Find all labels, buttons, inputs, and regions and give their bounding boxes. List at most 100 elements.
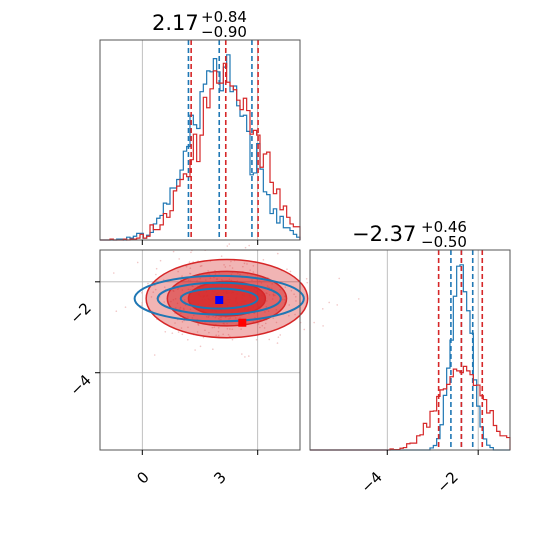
sample-point [252,271,255,273]
sample-point [338,277,340,280]
sample-point [229,335,231,338]
x-tick-labels-param-1: 0 3 [133,468,229,487]
sample-point [159,259,162,262]
joint-panel [95,243,360,455]
sample-point [189,272,191,275]
sample-point [163,286,166,288]
sample-point [189,267,192,269]
sample-point [181,275,183,277]
sample-point [257,323,260,325]
contour-a-0 [133,274,305,323]
sample-point [357,298,360,300]
sample-point [217,334,220,337]
sample-point [212,348,214,350]
sample-point [272,317,275,319]
contour-a-2 [179,287,259,310]
contour-a-1 [156,281,282,316]
sample-point [152,291,155,293]
sample-point [140,304,143,307]
sample-point [264,322,267,325]
sample-point [155,273,157,276]
sample-point [255,338,258,341]
sample-point [163,301,166,303]
sample-point [230,260,232,263]
sample-point [147,282,149,285]
sample-point [321,308,324,310]
sample-point [336,304,339,306]
sample-point [228,243,231,245]
sample-point [153,354,156,356]
sample-point [177,331,180,333]
title-param-1: 2.17 +0.84 −0.90 [152,8,247,41]
sample-point [244,246,247,249]
x-tick-label-p2-0: −4 [357,468,385,496]
sample-point [229,328,231,330]
sample-point [180,327,183,329]
sample-point [181,333,184,336]
sample-point [164,331,167,333]
sample-point [220,255,223,257]
sample-point [289,270,292,273]
marginal-panel-param-1 [99,39,301,245]
sample-point [199,345,202,348]
sample-point [246,263,248,265]
sample-point [262,259,265,261]
x-tick-label-p2-1: −2 [433,468,461,496]
sample-point [286,268,288,270]
sample-point [248,355,250,357]
sample-point [136,261,139,264]
sample-point [199,265,202,268]
sample-point [229,264,231,267]
p00-frame [99,39,301,241]
sample-point [190,251,192,254]
contour-b-2 [187,280,267,317]
sample-point [186,339,189,341]
sample-point [294,313,296,316]
sample-point [150,296,153,298]
sample-point [226,327,229,330]
sample-point [290,289,293,292]
p00-hist-series-0 [100,54,301,241]
sample-point [231,267,234,269]
sample-point [204,329,206,332]
x-tick-labels-param-2: −4 −2 [357,468,461,496]
sample-point [217,330,220,333]
p11-frame [309,249,511,451]
x-tick-label-0: 0 [133,468,152,487]
sample-point [242,265,244,268]
marker-1 [238,318,247,327]
sample-point [226,245,229,247]
sample-point [295,300,297,302]
sample-point [124,306,127,308]
sample-point [112,272,115,274]
sample-point [263,327,266,329]
sample-point [223,264,225,266]
sample-point [288,304,290,306]
sample-point [185,265,188,268]
sample-point [249,269,251,271]
y-tick-labels-param-2: −2 −4 [66,299,94,399]
sample-point [284,286,287,289]
title-param-2: −2.37 +0.46 −0.50 [352,218,467,251]
sample-point [243,262,246,265]
sample-point [197,323,199,326]
sample-point [177,270,179,273]
sample-point [174,322,176,324]
p11-hist-series-0 [310,264,510,451]
sample-point [214,269,216,272]
sample-point [196,331,199,333]
p10-frame [99,249,301,451]
x-tick-label-1: 3 [210,468,229,487]
title-param-1-upper: +0.84 [201,8,247,26]
sample-point [241,353,243,355]
sample-point [244,356,246,358]
sample-point [328,301,330,304]
sample-point [141,291,143,294]
sample-point [187,326,189,329]
p00-hist-series-1 [100,62,301,241]
sample-point [154,288,157,291]
sample-point [293,293,295,295]
sample-point [240,328,242,330]
title-param-1-value: 2.17 [152,11,199,35]
